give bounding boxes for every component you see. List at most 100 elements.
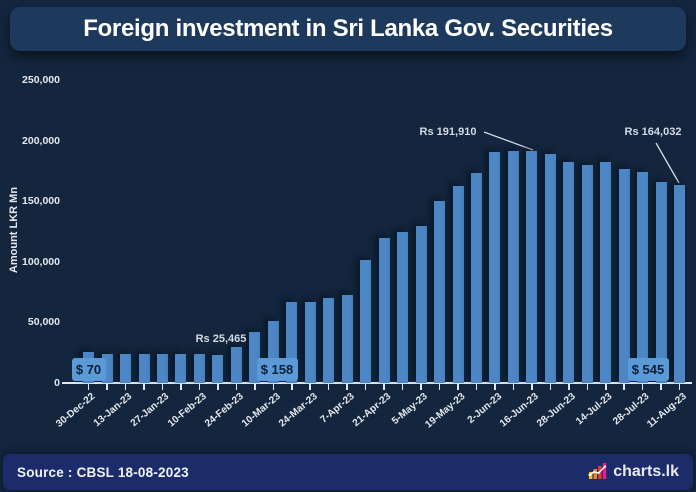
bar (507, 151, 519, 383)
x-tick-label: 14-Jul-23 (574, 391, 615, 428)
bar (138, 353, 150, 383)
x-axis-tick (198, 384, 201, 390)
bar (120, 353, 132, 383)
dollar-value-badge: $ 545 (627, 358, 669, 381)
logo-bar (602, 462, 607, 479)
footer-bar: Source : CBSL 18-08-2023 charts.lk (3, 454, 693, 490)
y-tick-label: 0 (54, 376, 60, 389)
bar (618, 168, 630, 383)
bar (674, 184, 686, 383)
x-axis-line (62, 382, 692, 384)
bar (249, 331, 261, 383)
logo-dot (604, 464, 607, 468)
logo-dot (588, 473, 591, 476)
logo-dot (593, 470, 596, 473)
logo-bar (589, 471, 593, 479)
x-axis-tick (623, 384, 625, 390)
x-axis-tick (161, 384, 164, 390)
x-axis-tick (217, 384, 219, 390)
x-tick-label: 30-Dec-22 (54, 391, 98, 430)
x-tick-label: 27-Jan-23 (129, 391, 172, 430)
x-axis-tick (254, 384, 256, 390)
bar (323, 298, 335, 383)
x-axis-tick (180, 384, 182, 390)
bar (378, 237, 390, 383)
x-axis-tick (494, 384, 496, 390)
x-axis-tick (641, 384, 644, 390)
x-axis-tick (660, 384, 662, 390)
x-axis-tick (346, 384, 348, 390)
x-tick-label: 24-Mar-23 (276, 391, 320, 430)
x-tick-label: 21-Apr-23 (350, 391, 394, 430)
x-axis-tick (457, 384, 459, 390)
annotation-label: Rs 25,465 (195, 333, 247, 345)
bar (212, 354, 224, 383)
bar (175, 354, 187, 383)
bar (341, 295, 353, 383)
annotation-connector-line (655, 142, 680, 184)
x-tick-label: 16-Jun-23 (498, 391, 541, 430)
x-axis-tick (106, 384, 108, 390)
annotation-connector-line (483, 131, 534, 151)
y-tick-label: 100,000 (22, 255, 60, 268)
bar (563, 162, 575, 383)
bar (544, 154, 556, 383)
x-axis-tick (383, 384, 385, 390)
x-axis-tick (291, 384, 293, 390)
x-axis-tick (420, 384, 422, 390)
x-axis-tick (549, 384, 552, 390)
bar (489, 152, 501, 383)
bar (267, 321, 279, 383)
x-axis-tick (87, 384, 90, 390)
bar (193, 354, 205, 383)
x-axis-tick (475, 384, 478, 390)
bar (637, 172, 649, 383)
dollar-value-badge: $ 70 (71, 358, 106, 381)
x-axis-tick (605, 384, 607, 390)
bar (526, 150, 538, 383)
x-axis-tick (586, 384, 589, 390)
logo-bar (593, 468, 598, 479)
x-axis-tick (272, 384, 275, 390)
x-tick-label: 11-Aug-23 (645, 391, 689, 431)
annotation-label: Rs 191,910 (419, 126, 477, 138)
x-axis-tick (364, 384, 367, 390)
bar (156, 353, 168, 383)
x-tick-label: 28-Jun-23 (535, 391, 578, 430)
x-tick-label: 19-May-23 (422, 391, 468, 431)
x-tick-label: 24-Feb-23 (202, 391, 246, 430)
x-tick-label: 13-Jan-23 (92, 391, 135, 430)
bar (101, 353, 113, 383)
chart-title: Foreign investment in Sri Lanka Gov. Sec… (83, 15, 613, 42)
bar (397, 231, 409, 383)
y-tick-label: 200,000 (22, 134, 60, 147)
x-axis-tick (124, 384, 127, 390)
bar (470, 172, 482, 383)
bar (655, 181, 667, 383)
x-axis-tick (568, 384, 570, 390)
annotation-label: Rs 164,032 (624, 126, 682, 138)
brand: charts.lk (588, 462, 679, 482)
x-axis-tick (235, 384, 238, 390)
y-tick-label: 150,000 (22, 195, 60, 207)
bar (230, 347, 242, 383)
x-axis-tick (438, 384, 441, 390)
bar (581, 165, 593, 383)
x-axis-tick (531, 384, 533, 390)
dollar-value-badge: $ 158 (256, 358, 298, 381)
x-axis-tick (678, 384, 681, 390)
chartslk-logo-icon (588, 462, 607, 479)
bar (415, 226, 427, 383)
bar (452, 186, 464, 383)
x-tick-label: 10-Mar-23 (239, 391, 283, 430)
bar (600, 162, 612, 383)
logo-trend-line (589, 465, 606, 476)
x-axis-tick (143, 384, 145, 390)
y-tick-label: 50,000 (27, 316, 60, 328)
chart-title-bar: Foreign investment in Sri Lanka Gov. Sec… (10, 7, 686, 51)
x-axis-tick (401, 384, 404, 390)
bar (434, 201, 446, 383)
brand-text: charts.lk (613, 463, 679, 480)
source-text: Source : CBSL 18-08-2023 (17, 464, 189, 480)
